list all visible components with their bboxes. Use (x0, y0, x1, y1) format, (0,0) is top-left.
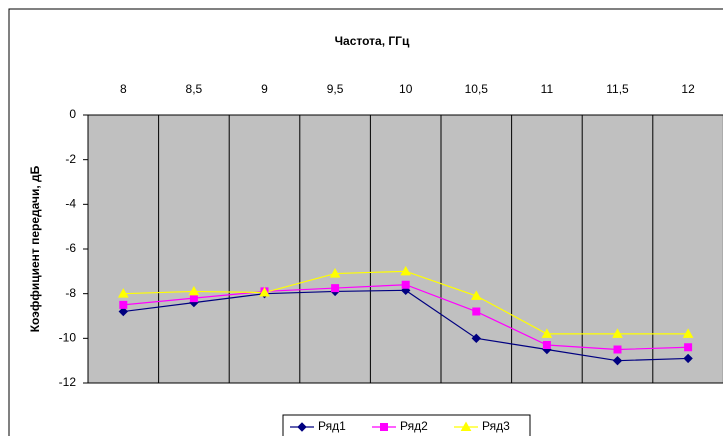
data-point (189, 294, 198, 303)
x-tick-label: 10,5 (465, 82, 489, 96)
x-tick-label: 10 (399, 82, 413, 96)
data-point (329, 268, 341, 278)
data-point (118, 306, 129, 317)
y-tick-label: -10 (59, 331, 77, 345)
y-axis-label: Коэффициент передачи, дБ (28, 165, 42, 332)
y-tick-label: -6 (65, 241, 76, 255)
y-tick-label: 0 (69, 107, 76, 121)
legend-marker (297, 422, 307, 432)
data-point (683, 353, 693, 364)
legend-label: Ряд2 (400, 419, 428, 433)
data-point (612, 328, 623, 338)
y-tick-label: -12 (59, 375, 77, 389)
data-point (613, 345, 622, 354)
data-point (401, 280, 410, 289)
data-point (612, 355, 623, 366)
data-point (400, 265, 412, 276)
x-tick-label: 8,5 (186, 82, 203, 96)
plot-area (87, 114, 723, 384)
data-point (470, 290, 482, 300)
data-point (259, 287, 270, 297)
data-point (472, 307, 481, 316)
data-point (542, 341, 551, 350)
data-point (541, 328, 553, 338)
legend-label: Ряд3 (482, 419, 510, 433)
data-point (471, 333, 482, 344)
legend-label: Ряд1 (318, 419, 346, 433)
chart-border (8, 8, 723, 436)
data-point (188, 285, 200, 296)
data-point (331, 284, 340, 293)
x-tick-label: 9 (261, 82, 268, 96)
data-point (119, 300, 128, 309)
chart-title: Частота, ГГц (335, 34, 410, 48)
x-tick-label: 11 (541, 82, 554, 96)
data-point (684, 343, 693, 352)
legend: Ряд1 Ряд2 Ряд3 (282, 414, 531, 436)
legend-marker (460, 421, 472, 431)
x-tick-label: 8 (120, 82, 127, 96)
y-tick-label: -8 (65, 286, 76, 300)
x-tick-label: 9,5 (327, 82, 344, 96)
y-tick-label: -2 (65, 152, 76, 166)
y-tick-label: -4 (65, 197, 76, 211)
data-point (682, 328, 694, 338)
x-tick-label: 12 (681, 82, 695, 96)
x-tick-label: 11,5 (606, 82, 629, 96)
data-point (117, 288, 129, 298)
legend-marker (380, 423, 388, 431)
